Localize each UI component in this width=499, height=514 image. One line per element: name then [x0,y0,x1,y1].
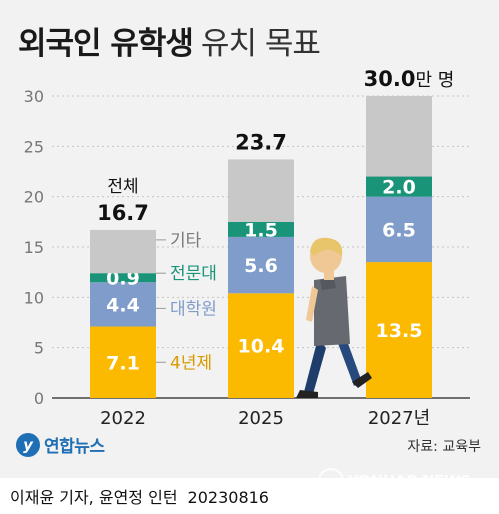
data-label: 13.5 [376,320,423,342]
data-label: 10.4 [238,336,285,358]
y-tick-label: 30 [24,87,44,106]
data-label: 0.9 [106,268,140,290]
y-tick-label: 15 [24,238,44,257]
page-title: 외국인 유학생 유치 목표 [18,18,321,63]
bar-segment-college [90,273,156,283]
bar-segment-graduate [366,196,432,263]
x-tick-label: 2025 [238,408,284,429]
legend-label: 4년제 [170,353,212,373]
bar-segment-graduate [90,282,156,327]
y-tick-label: 20 [24,188,44,207]
bar-segment-4yr [90,326,156,398]
infographic-card: 외국인 유학생 유치 목표 0 5 10 15 20 25 30 7.1 4.4 0.9 2022 10… [0,0,499,478]
credit-line: 이재윤 기자, 윤연정 인턴 20230816 [10,484,269,508]
data-label: 7.1 [106,352,140,374]
data-label: 5.6 [244,255,278,277]
total-value: 30.0 [364,67,416,91]
bar-segment-college [366,176,432,197]
bar-segment-4yr [228,293,294,398]
legend-label: 전문대 [170,264,217,284]
bar-segment-4yr [366,262,432,398]
y-tick-label: 5 [34,339,44,358]
bar-segment-other [228,159,294,222]
yonhap-logo: y 연합뉴스 [16,432,105,457]
data-label: 1.5 [244,219,278,241]
source-note: 자료: 교육부 [407,439,481,455]
y-tick-label: 10 [24,288,44,307]
y-tick-label: 25 [24,137,44,156]
legend-label: 대학원 [170,299,217,319]
x-tick-label: 2027년 [368,408,430,429]
title-sub: 유치 목표 [200,26,321,62]
credit-date: 20230816 [187,488,269,507]
bar-segment-other [366,96,432,177]
x-tick-label: 2022 [100,408,146,429]
title-main: 외국인 유학생 [18,26,194,62]
watermark: y YONHAP NEWS [318,468,471,494]
credit-text: 이재윤 기자, 윤연정 인턴 [10,488,178,507]
legend-label: 기타 [170,231,202,251]
total-unit: 만 명 [415,70,454,91]
total-label: 23.7 [235,130,287,154]
stacked-bar-chart: 0510152025307.14.40.9202210.45.61.520251… [24,67,470,429]
total-label: 30.0만 명 [364,67,455,91]
data-label: 2.0 [382,177,416,199]
yonhap-logo-icon: y [16,432,40,457]
data-label: 6.5 [382,219,416,241]
watermark-text: YONHAP NEWS [348,472,471,490]
total-label: 16.7 [97,201,149,225]
bar-segment-college [228,221,294,237]
bar-segment-graduate [228,236,294,294]
student-illustration [296,237,372,398]
logo-text: 연합뉴스 [44,437,105,457]
y-tick-label: 0 [34,389,44,408]
watermark-icon: y [318,468,344,494]
bar-segment-other [90,229,156,274]
data-label: 4.4 [106,294,140,316]
total-caption: 전체 [107,177,138,197]
